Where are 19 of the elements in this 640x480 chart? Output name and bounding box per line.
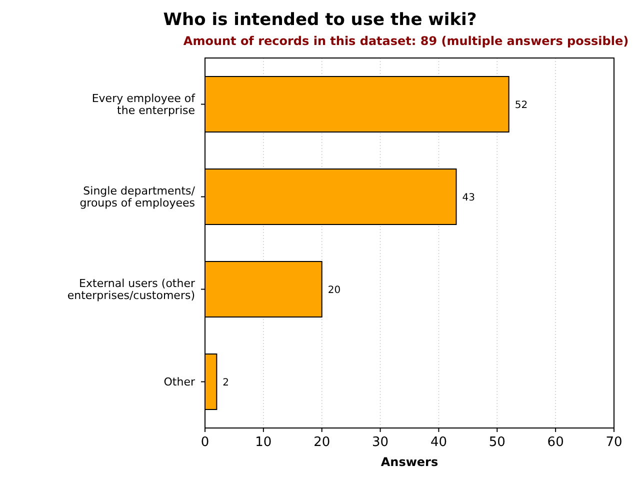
x-tick-label: 70 xyxy=(606,435,622,450)
x-tick-label: 0 xyxy=(200,435,210,450)
data-label: 52 xyxy=(514,100,528,111)
x-tick-label: 30 xyxy=(372,435,389,450)
data-label: 2 xyxy=(222,377,230,388)
data-label: 43 xyxy=(462,192,475,204)
y-tick-label: Every employee of the enterprise xyxy=(92,92,196,118)
y-tick-label: Other xyxy=(164,376,196,389)
data-label: 20 xyxy=(328,284,341,296)
x-tick-label: 20 xyxy=(314,435,330,450)
chart-subtitle: Amount of records in this dataset: 89 (multiple answers possible) xyxy=(183,34,629,48)
chart-title: Who is intended to use the wiki? xyxy=(163,10,477,30)
y-tick-label: Single departments/ groups of employees xyxy=(80,184,196,210)
y-tick-label: External users (other enterprises/customers) xyxy=(67,277,196,302)
x-tick-label: 50 xyxy=(488,435,506,450)
x-tick-label: 10 xyxy=(255,435,272,450)
x-axis-title: Answers xyxy=(380,455,438,469)
x-tick-label: 60 xyxy=(547,435,564,450)
x-tick-label: 40 xyxy=(430,435,447,450)
